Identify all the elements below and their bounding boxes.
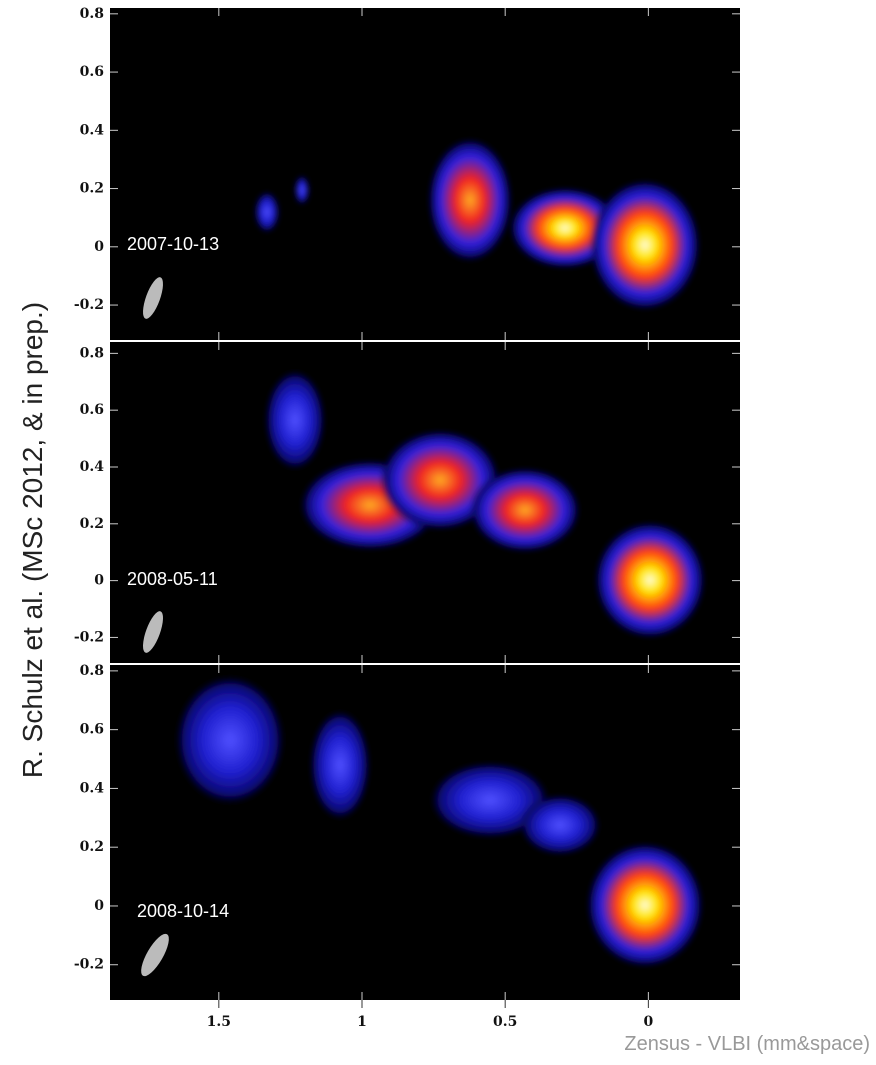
y-tick-label: 0.4 [80, 122, 105, 138]
y-tick-label: 0.2 [80, 181, 104, 197]
date-label: 2007-10-13 [127, 234, 219, 254]
y-tick-label: 0.4 [80, 780, 105, 796]
x-tick-label: 0.5 [493, 1014, 517, 1030]
y-tick-label: 0.8 [80, 6, 104, 22]
y-tick-label: 0.4 [80, 459, 105, 475]
x-tick-label: 1.5 [207, 1014, 231, 1030]
y-label: R. Schulz et al. (MSc 2012, & in prep.) [17, 302, 48, 778]
component [430, 762, 550, 838]
beams [141, 277, 169, 977]
core [587, 843, 703, 967]
beam [141, 933, 169, 977]
y-tick-label: 0.6 [80, 722, 104, 738]
component [520, 795, 600, 855]
y-tick-label: 0.8 [80, 663, 104, 679]
date-label: 2008-10-14 [137, 901, 229, 921]
beam [143, 611, 163, 653]
emission [175, 138, 705, 967]
beam [143, 277, 163, 319]
x-tick-label: 1 [357, 1014, 367, 1030]
y-tick-label: -0.2 [74, 297, 104, 313]
core [590, 180, 700, 310]
component [295, 176, 309, 204]
y-tick-label: 0 [94, 239, 104, 255]
y-tick-label: 0.6 [80, 402, 104, 418]
y-tick-label: 0.2 [80, 839, 104, 855]
x-tick-label: 0 [643, 1014, 653, 1030]
y-tick-label: -0.2 [74, 957, 104, 973]
y-tick-label: 0.2 [80, 516, 104, 532]
y-tick-label: 0 [94, 573, 104, 589]
core [595, 522, 705, 638]
credit: Zensus - VLBI (mm&space) [624, 1033, 870, 1055]
y-tick-label: -0.2 [74, 629, 104, 645]
component [380, 430, 500, 530]
y-tick-label: 0.8 [80, 345, 104, 361]
component [265, 370, 325, 470]
component [428, 138, 512, 262]
component [175, 675, 285, 805]
component [310, 710, 370, 820]
date-label: 2008-05-11 [127, 569, 218, 589]
component [470, 468, 580, 552]
y-tick-label: 0.6 [80, 64, 104, 80]
component [255, 192, 279, 232]
y-tick-label: 0 [94, 898, 104, 914]
